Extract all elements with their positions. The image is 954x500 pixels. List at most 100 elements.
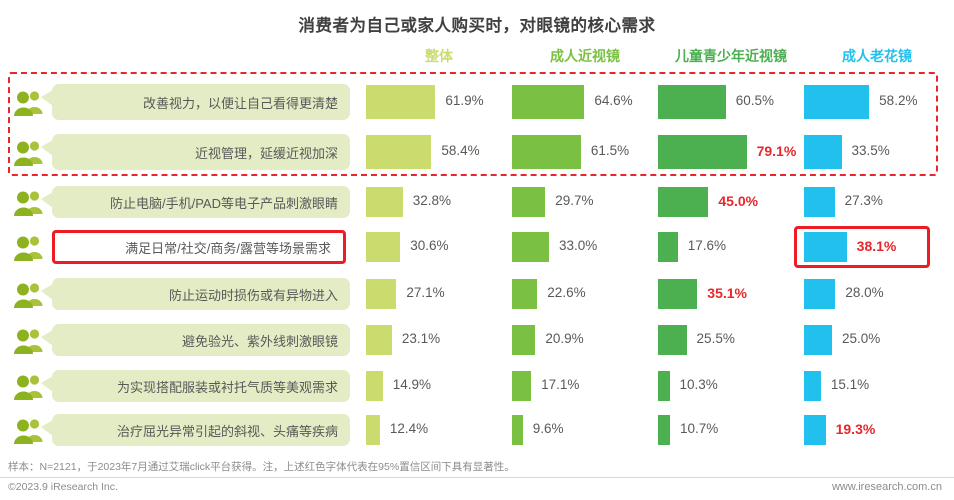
bar-value-3-2: 27.3% xyxy=(844,193,883,208)
row-label-text: 治疗屈光异常引起的斜视、头痛等疾病 xyxy=(116,423,338,439)
bar-1-0 xyxy=(512,85,585,119)
bar-value-0-6: 14.9% xyxy=(392,377,431,392)
column-header-2: 儿童青少年近视镜 xyxy=(675,48,787,64)
column-header-0: 整体 xyxy=(425,48,453,64)
bar-value-3-3: 38.1% xyxy=(856,238,897,254)
bar-1-1 xyxy=(512,135,581,169)
bar-0-5 xyxy=(366,325,392,355)
bar-value-2-3: 17.6% xyxy=(687,238,726,253)
bar-value-2-6: 10.3% xyxy=(679,377,718,392)
bubble-tail xyxy=(41,330,53,346)
row-label-text: 为实现搭配服装或衬托气质等美观需求 xyxy=(116,379,338,395)
bar-value-0-4: 27.1% xyxy=(406,285,445,300)
bar-value-2-2: 45.0% xyxy=(718,193,759,209)
column-headers: 整体 成人近视镜 儿童青少年近视镜 成人老花镜 xyxy=(0,46,954,68)
bar-2-0 xyxy=(658,85,726,119)
bar-value-1-3: 33.0% xyxy=(558,238,598,253)
bar-2-7 xyxy=(658,415,670,445)
bar-value-0-1: 58.4% xyxy=(441,143,480,158)
bar-1-3 xyxy=(512,232,549,262)
table-row: 为实现搭配服装或衬托气质等美观需求 14.9% 17.1% 10.3% 15.1% xyxy=(0,366,954,406)
people-group-icon xyxy=(12,189,46,219)
bar-1-6 xyxy=(512,371,532,401)
table-row: 防止运动时损伤或有异物进入 27.1% 22.6% 35.1% 28.0% xyxy=(0,274,954,314)
footnote: 样本：N=2121，于2023年7月通过艾瑞click平台获得。注，上述红色字体… xyxy=(8,461,515,473)
bar-value-1-1: 61.5% xyxy=(590,143,630,158)
row-label-text: 满足日常/社交/商务/露营等场景需求 xyxy=(125,240,331,256)
bar-2-4 xyxy=(658,279,698,309)
bar-value-0-3: 30.6% xyxy=(410,238,449,253)
row-label: 防止运动时损伤或有异物进入 xyxy=(41,278,350,310)
people-group-icon xyxy=(12,417,46,447)
bar-0-4 xyxy=(366,279,397,309)
people-group-icon xyxy=(12,139,46,169)
row-label: 为实现搭配服装或衬托气质等美观需求 xyxy=(41,370,350,402)
bar-value-1-7: 9.6% xyxy=(532,421,564,436)
people-group-icon xyxy=(12,327,46,357)
column-header-3: 成人老花镜 xyxy=(842,48,912,64)
footer-bar xyxy=(0,477,954,500)
bubble-tail xyxy=(41,420,53,436)
row-label-text: 避免验光、紫外线刺激眼镜 xyxy=(181,333,338,349)
table-row: 满足日常/社交/商务/露营等场景需求 30.6% 33.0% 17.6% 38.1% xyxy=(0,226,954,268)
people-group-icon xyxy=(12,281,46,311)
table-row: 近视管理，延缓近视加深 58.4% 61.5% 79.1% 33.5% xyxy=(0,130,954,174)
row-label: 治疗屈光异常引起的斜视、头痛等疾病 xyxy=(41,414,350,446)
row-label-text: 防止运动时损伤或有异物进入 xyxy=(168,287,338,303)
copyright-text: ©2023.9 iResearch Inc. xyxy=(8,481,118,493)
bubble-tail xyxy=(41,192,53,208)
table-row: 防止电脑/手机/PAD等电子产品刺激眼睛 32.8% 29.7% 45.0% 27.3% xyxy=(0,182,954,222)
bar-value-1-6: 17.1% xyxy=(541,377,580,392)
bar-2-6 xyxy=(658,371,670,401)
people-group-icon xyxy=(12,89,46,119)
bubble-tail xyxy=(41,376,53,392)
column-header-1: 成人近视镜 xyxy=(550,48,620,64)
bar-2-5 xyxy=(658,325,687,355)
bubble-tail xyxy=(41,90,53,106)
bar-value-3-1: 33.5% xyxy=(851,143,890,158)
bar-value-2-7: 10.7% xyxy=(679,421,719,436)
bar-value-2-5: 25.5% xyxy=(696,331,735,346)
bar-value-2-1: 79.1% xyxy=(756,143,797,159)
bar-0-2 xyxy=(366,187,403,217)
bar-value-3-5: 25.0% xyxy=(842,331,881,346)
bar-value-2-0: 60.5% xyxy=(735,93,775,108)
bar-value-0-7: 12.4% xyxy=(389,421,429,436)
bar-value-1-5: 20.9% xyxy=(545,331,584,346)
bar-3-5 xyxy=(804,325,832,355)
bar-3-2 xyxy=(804,187,835,217)
bar-2-1 xyxy=(658,135,747,169)
row-label: 避免验光、紫外线刺激眼镜 xyxy=(41,324,350,356)
bar-value-3-6: 15.1% xyxy=(830,377,870,392)
page-title: 消费者为自己或家人购买时，对眼镜的核心需求 xyxy=(298,17,656,35)
bar-2-2 xyxy=(658,187,709,217)
bar-1-5 xyxy=(512,325,536,355)
bar-0-7 xyxy=(366,415,380,445)
bar-1-2 xyxy=(512,187,546,217)
bar-0-6 xyxy=(366,371,383,401)
bar-3-1 xyxy=(804,135,842,169)
bar-3-7 xyxy=(804,415,826,445)
people-group-icon xyxy=(12,234,46,264)
bar-value-3-0: 58.2% xyxy=(879,93,918,108)
bar-3-3 xyxy=(804,232,847,262)
table-row: 改善视力，以便让自己看得更清楚 61.9% 64.6% 60.5% 58.2% xyxy=(0,80,954,124)
bar-3-6 xyxy=(804,371,821,401)
bar-1-4 xyxy=(512,279,538,309)
bubble-tail xyxy=(41,284,53,300)
bar-value-1-0: 64.6% xyxy=(594,93,633,108)
row-label-text: 近视管理，延缓近视加深 xyxy=(194,145,338,161)
bar-2-3 xyxy=(658,232,678,262)
bar-3-0 xyxy=(804,85,870,119)
row-label: 改善视力，以便让自己看得更清楚 xyxy=(41,84,350,120)
row-label-text: 防止电脑/手机/PAD等电子产品刺激眼睛 xyxy=(110,195,338,211)
bar-value-3-7: 19.3% xyxy=(835,421,876,437)
bar-value-0-2: 32.8% xyxy=(412,193,452,208)
bar-value-0-0: 61.9% xyxy=(445,93,484,108)
table-row: 避免验光、紫外线刺激眼镜 23.1% 20.9% 25.5% 25.0% xyxy=(0,320,954,360)
bar-3-4 xyxy=(804,279,836,309)
people-group-icon xyxy=(12,373,46,403)
bar-0-0 xyxy=(366,85,436,119)
website-link[interactable]: www.iresearch.com.cn xyxy=(831,481,942,493)
